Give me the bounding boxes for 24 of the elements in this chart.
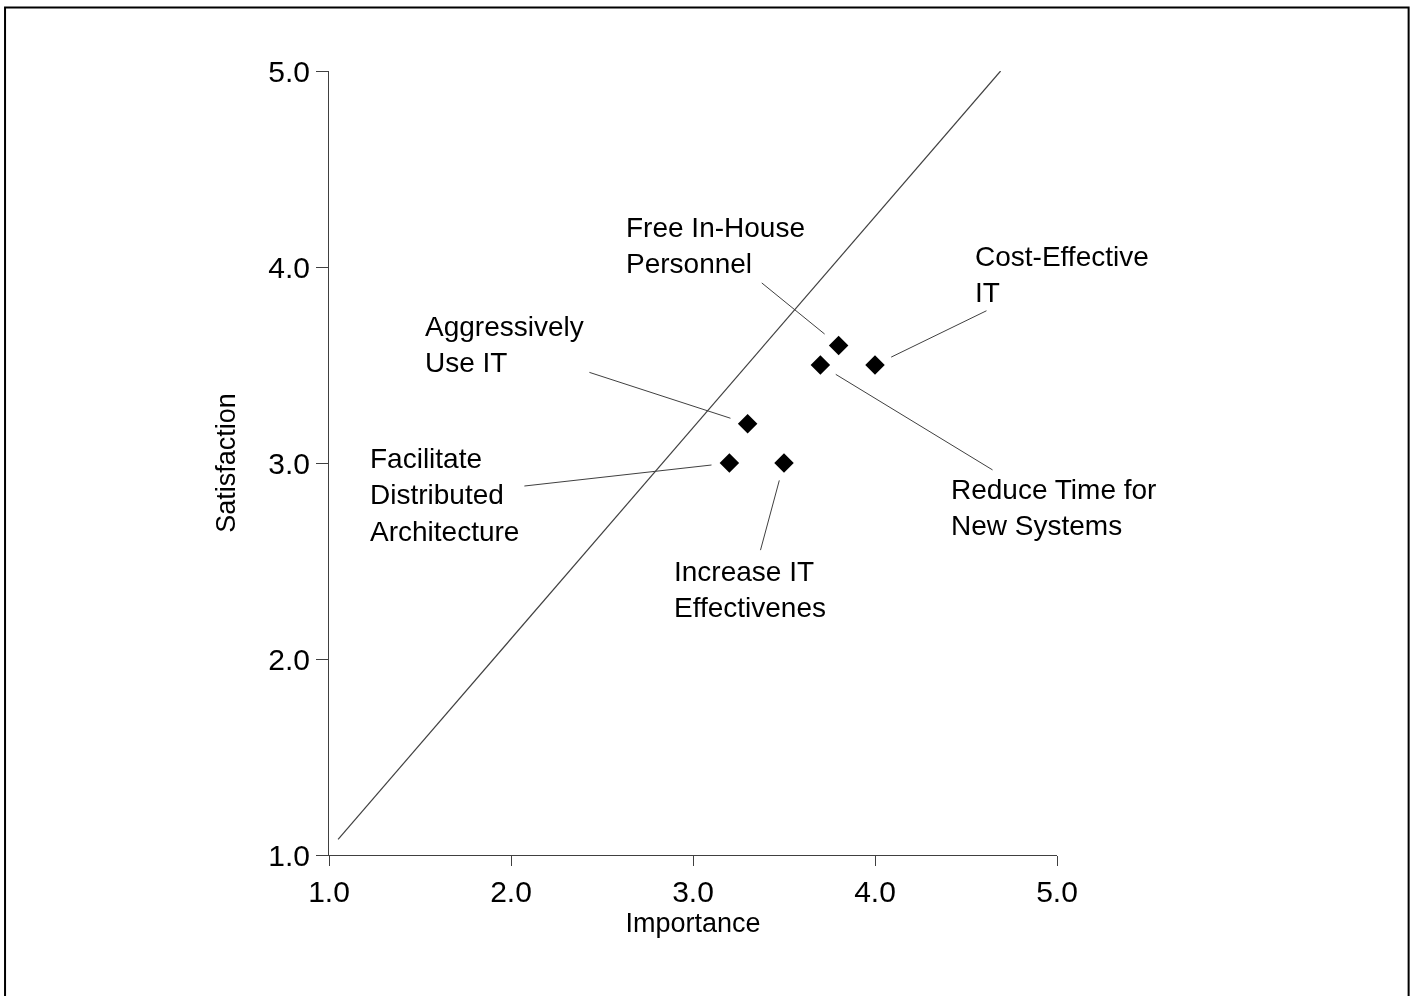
- x-axis-title: Importance: [625, 908, 761, 938]
- annotation: Facilitate Distributed Architecture: [370, 443, 520, 547]
- y-tick-label: 5.0: [268, 54, 310, 88]
- point: [737, 414, 758, 434]
- x-tick-label: 2.0: [490, 875, 532, 908]
- point: [719, 453, 740, 473]
- point: [865, 355, 885, 375]
- annotation: Reduce Time for New Systems: [951, 474, 1157, 542]
- y-tick-label: 3.0: [268, 446, 310, 480]
- point: [828, 335, 849, 356]
- x-tick-label: 3.0: [672, 875, 714, 908]
- annotation: Increase IT Effectivenes: [674, 556, 827, 624]
- x-tick-label: 4.0: [854, 875, 896, 908]
- point: [810, 355, 831, 375]
- y-axis-title: Satisfaction: [211, 393, 242, 533]
- y-tick-label: 1.0: [268, 838, 310, 872]
- annotation: Aggressively Use IT: [425, 311, 584, 379]
- annotation: Free In-House Personnel: [626, 212, 805, 280]
- x-tick-label: 1.0: [308, 875, 350, 908]
- point: [774, 453, 794, 473]
- x-tick-label: 5.0: [1036, 875, 1078, 908]
- y-tick-label: 4.0: [268, 250, 310, 284]
- y-tick-label: 2.0: [268, 642, 310, 676]
- annotation: Cost-Effective IT: [975, 241, 1149, 309]
